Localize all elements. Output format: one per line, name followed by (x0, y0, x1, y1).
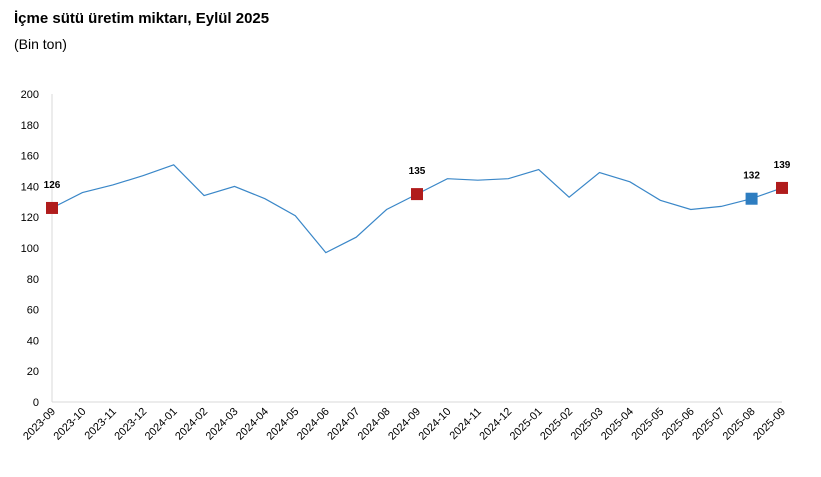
y-tick-label: 160 (21, 151, 39, 163)
x-tick-label: 2024-09 (386, 406, 423, 443)
data-label: 132 (743, 171, 760, 182)
chart-subtitle: (Bin ton) (14, 36, 67, 52)
x-tick-label: 2025-05 (629, 406, 666, 443)
data-label: 126 (44, 180, 61, 191)
y-tick-label: 200 (21, 89, 39, 101)
x-tick-label: 2024-08 (356, 406, 393, 443)
x-tick-label: 2025-04 (599, 406, 636, 443)
data-point-marker (46, 201, 58, 214)
y-tick-label: 20 (27, 366, 39, 378)
y-tick-label: 140 (21, 181, 39, 193)
data-label: 139 (774, 160, 791, 171)
data-point-marker (745, 192, 758, 205)
y-tick-label: 180 (21, 120, 39, 132)
x-tick-label: 2023-10 (52, 406, 89, 443)
x-tick-label: 2024-02 (173, 406, 210, 443)
x-tick-label: 2024-10 (417, 406, 454, 443)
x-tick-label: 2024-03 (204, 406, 241, 443)
y-tick-label: 100 (21, 243, 39, 255)
x-tick-label: 2023-09 (21, 406, 58, 443)
data-label: 135 (409, 166, 426, 177)
x-tick-label: 2024-06 (295, 406, 332, 443)
data-point-marker (411, 188, 423, 201)
x-tick-label: 2023-12 (112, 406, 149, 443)
y-tick-label: 80 (27, 274, 39, 286)
series-line (51, 164, 783, 254)
chart-title: İçme sütü üretim miktarı, Eylül 2025 (14, 10, 270, 27)
x-tick-label: 2025-03 (569, 406, 606, 443)
y-tick-label: 40 (27, 335, 39, 347)
x-tick-label: 2025-09 (751, 406, 788, 443)
y-tick-label: 0 (33, 397, 39, 409)
x-tick-label: 2024-12 (477, 406, 514, 443)
x-tick-label: 2025-06 (660, 406, 697, 443)
x-tick-label: 2024-05 (264, 406, 301, 443)
x-tick-label: 2025-01 (508, 406, 545, 443)
data-point-marker (776, 181, 788, 194)
x-tick-label: 2024-04 (234, 406, 271, 443)
x-tick-label: 2025-02 (538, 406, 575, 443)
x-tick-label: 2025-07 (690, 406, 727, 443)
y-tick-label: 120 (21, 212, 39, 224)
x-tick-label: 2025-08 (721, 406, 758, 443)
x-tick-label: 2024-07 (325, 406, 362, 443)
y-tick-label: 60 (27, 305, 39, 317)
x-tick-label: 2024-01 (143, 406, 180, 443)
